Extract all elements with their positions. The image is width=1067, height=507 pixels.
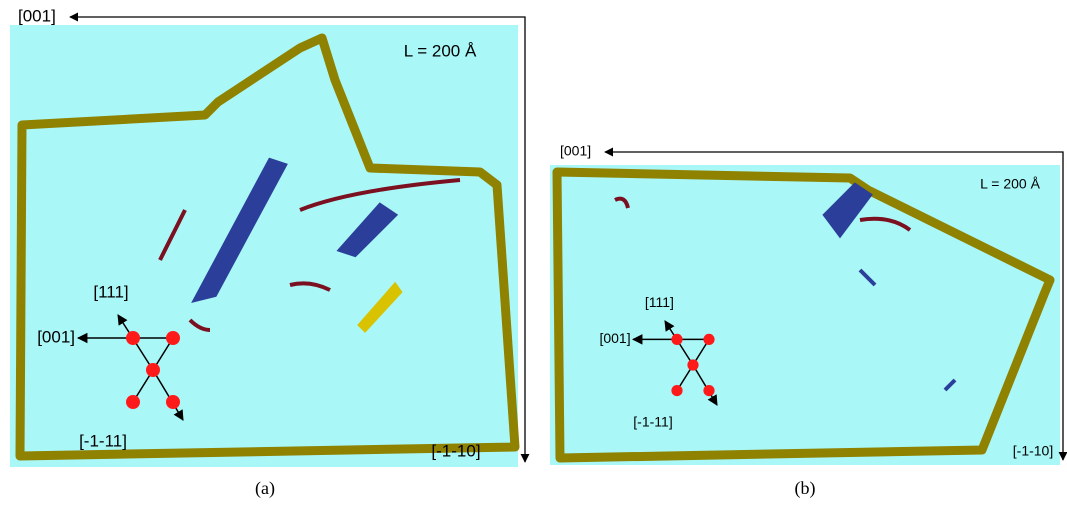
atom (671, 334, 682, 345)
atom (126, 331, 140, 345)
axis-label: [001] (560, 143, 591, 159)
caption: (b) (795, 478, 816, 499)
caption: (a) (255, 478, 275, 499)
orientation-label: [001] (599, 330, 630, 346)
atom (146, 363, 160, 377)
atom (126, 395, 140, 409)
atom (166, 395, 180, 409)
simulation-box (10, 25, 518, 467)
panel: [001] L = 200 Å [-1-10] [111] [001] [-1-11] (a… (10, 6, 525, 499)
atom (671, 385, 682, 396)
atom (687, 359, 698, 370)
figure: [001] L = 200 Å [-1-10] [111] [001] [-1-11] (a… (0, 0, 1067, 507)
orientation-label: [001] (37, 327, 75, 346)
scale-label: L = 200 Å (980, 176, 1040, 192)
atom (166, 331, 180, 345)
axis-label: [-1-10] (431, 441, 480, 460)
panel: [001] L = 200 Å [-1-10] [111] [001] [-1-11] (b… (550, 143, 1063, 499)
orientation-label: [111] (645, 294, 674, 310)
orientation-label: [111] (93, 282, 128, 301)
simulation-box (550, 165, 1060, 465)
axis-label: [001] (18, 6, 56, 25)
orientation-label: [-1-11] (633, 413, 672, 429)
atom (703, 385, 714, 396)
atom (703, 334, 714, 345)
axis-label: [-1-10] (1013, 443, 1053, 459)
scale-label: L = 200 Å (404, 41, 477, 60)
orientation-label: [-1-11] (79, 431, 127, 450)
